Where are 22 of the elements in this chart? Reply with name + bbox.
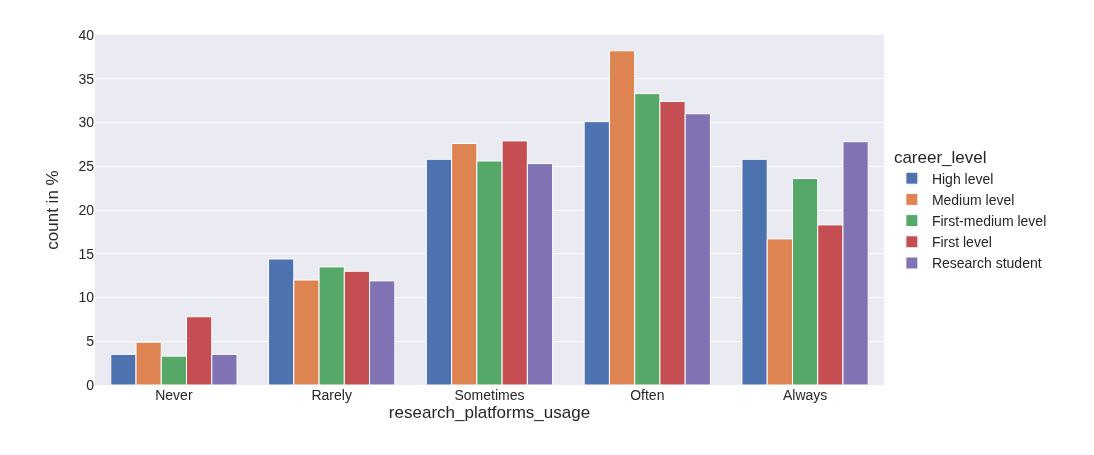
legend-label: Research student	[931, 255, 1042, 272]
y-tick-label: 35	[78, 70, 95, 87]
y-tick-label: 25	[78, 158, 95, 175]
legend-title: career_level	[893, 147, 987, 167]
legend-label: Medium level	[931, 191, 1015, 208]
legend-label: First-medium level	[931, 213, 1047, 230]
x-axis-title: research_platforms_usage	[388, 403, 591, 422]
legend-label: First level	[931, 234, 992, 251]
y-tick-label: 30	[78, 114, 95, 131]
x-tick-label: Rarely	[311, 387, 352, 403]
x-tick-label: Sometimes	[454, 387, 525, 403]
legend-label: High level	[931, 170, 994, 187]
x-tick-label: Often	[630, 387, 665, 403]
x-tick-label: Never	[155, 387, 193, 403]
y-axis-title: count in %	[42, 170, 62, 250]
y-tick-label: 10	[78, 289, 95, 306]
y-tick-label: 0	[86, 376, 95, 393]
y-tick-label: 20	[78, 201, 95, 218]
y-tick-label: 40	[78, 26, 95, 43]
x-tick-label: Always	[782, 387, 828, 403]
y-tick-label: 5	[86, 333, 95, 350]
y-tick-label: 15	[78, 245, 95, 262]
